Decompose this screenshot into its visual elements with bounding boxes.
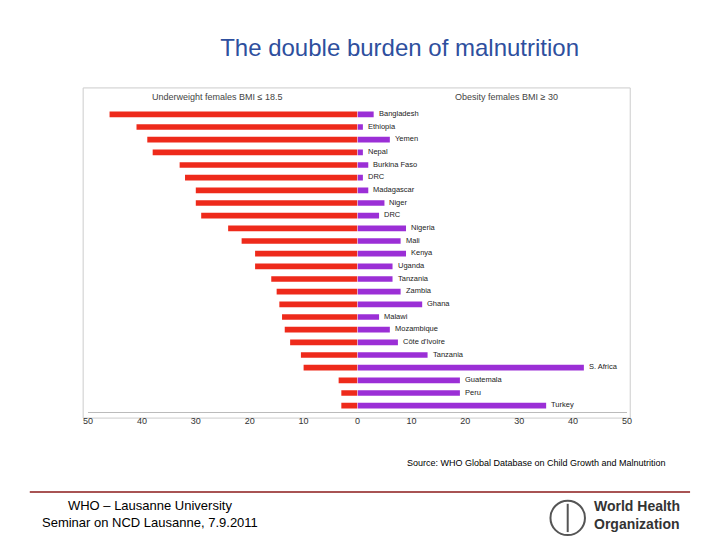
svg-text:Uganda: Uganda — [398, 261, 425, 270]
svg-text:Madagascar: Madagascar — [373, 185, 415, 194]
svg-text:10: 10 — [406, 416, 416, 426]
svg-text:Tanzania: Tanzania — [398, 274, 429, 283]
svg-text:Peru: Peru — [465, 388, 481, 397]
svg-text:World HealthOrganization: World HealthOrganization — [594, 498, 680, 532]
svg-text:Guatemala: Guatemala — [465, 375, 503, 384]
svg-text:Niger: Niger — [389, 198, 407, 207]
svg-text:The double burden of malnutrit: The double burden of malnutrition — [220, 34, 579, 61]
svg-text:40: 40 — [568, 416, 578, 426]
svg-text:30: 30 — [191, 416, 201, 426]
svg-text:Malawi: Malawi — [384, 312, 408, 321]
svg-text:Ghana: Ghana — [427, 299, 450, 308]
svg-text:Ethiopia: Ethiopia — [368, 122, 396, 131]
svg-text:Côte d'Ivoire: Côte d'Ivoire — [403, 337, 445, 346]
svg-text:50: 50 — [83, 416, 93, 426]
svg-text:0: 0 — [355, 416, 360, 426]
svg-text:DRC: DRC — [368, 172, 385, 181]
svg-text:Mozambique: Mozambique — [395, 324, 438, 333]
svg-text:Kenya: Kenya — [411, 248, 433, 257]
svg-text:Nepal: Nepal — [368, 147, 388, 156]
svg-text:20: 20 — [460, 416, 470, 426]
svg-text:Burkina Faso: Burkina Faso — [373, 160, 417, 169]
svg-text:Source: WHO Global Database on: Source: WHO Global Database on Child Gro… — [407, 458, 666, 468]
svg-text:Underweight females BMI ≤ 18.5: Underweight females BMI ≤ 18.5 — [152, 92, 283, 102]
svg-text:Turkey: Turkey — [551, 400, 574, 409]
svg-text:Yemen: Yemen — [395, 134, 418, 143]
svg-text:Bangladesh: Bangladesh — [379, 109, 419, 118]
svg-text:Obesity females BMI ≥ 30: Obesity females BMI ≥ 30 — [455, 92, 558, 102]
svg-text:S. Africa: S. Africa — [589, 362, 618, 371]
svg-text:DRC: DRC — [384, 210, 401, 219]
svg-text:Zambia: Zambia — [406, 286, 432, 295]
svg-text:WHO – Lausanne UniversitySemin: WHO – Lausanne UniversitySeminar on NCD … — [42, 498, 258, 530]
svg-text:40: 40 — [137, 416, 147, 426]
svg-text:50: 50 — [622, 416, 632, 426]
svg-text:Mali: Mali — [406, 236, 420, 245]
svg-text:30: 30 — [514, 416, 524, 426]
svg-text:Nigeria: Nigeria — [411, 223, 436, 232]
svg-text:Tanzania: Tanzania — [433, 350, 464, 359]
svg-text:10: 10 — [299, 416, 309, 426]
svg-text:20: 20 — [245, 416, 255, 426]
